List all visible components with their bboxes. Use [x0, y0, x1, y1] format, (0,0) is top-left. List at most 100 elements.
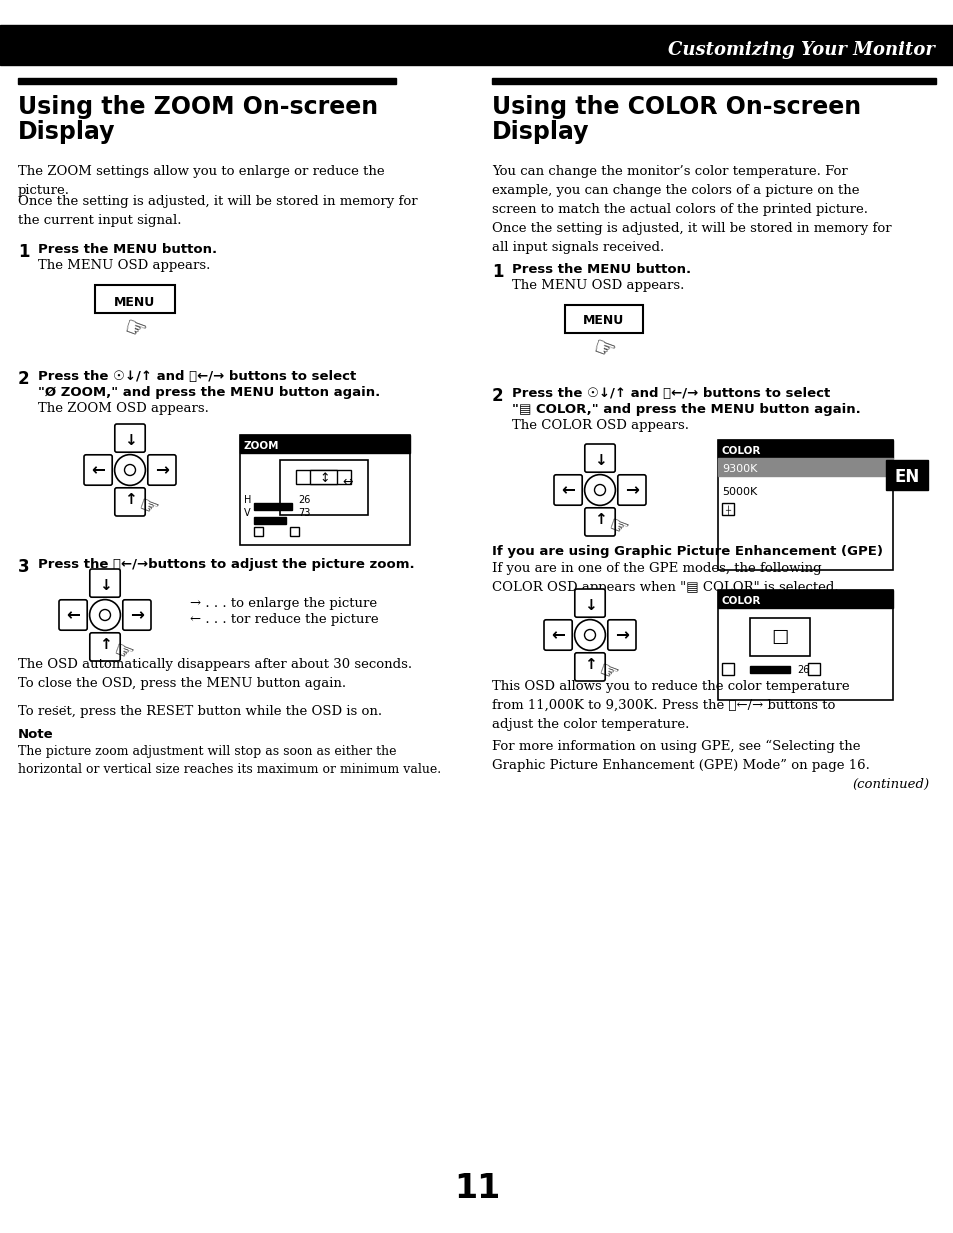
Bar: [290, 526, 298, 536]
Text: 73: 73: [297, 508, 310, 518]
Text: ZOOM: ZOOM: [244, 441, 279, 451]
Text: 2: 2: [18, 370, 30, 388]
Text: 26: 26: [796, 665, 808, 674]
FancyBboxPatch shape: [148, 455, 175, 486]
Text: →: →: [624, 481, 639, 499]
Text: 5000K: 5000K: [721, 487, 757, 497]
Bar: [253, 517, 286, 524]
Text: Press the MENU button.: Press the MENU button.: [512, 263, 690, 276]
Text: →: →: [154, 461, 169, 478]
Text: (continued): (continued): [852, 778, 929, 792]
FancyBboxPatch shape: [584, 508, 615, 536]
Text: The ZOOM OSD appears.: The ZOOM OSD appears.: [38, 402, 209, 416]
Text: ←: ←: [66, 605, 80, 624]
Text: ☞: ☞: [120, 314, 150, 345]
Text: If you are using Graphic Picture Enhancement (GPE): If you are using Graphic Picture Enhance…: [492, 545, 882, 559]
Bar: [95, 285, 174, 313]
Text: ←: ←: [91, 461, 105, 478]
FancyBboxPatch shape: [59, 599, 87, 630]
Bar: [885, 460, 927, 490]
Text: Press the ☉↓/↑ and ⓪←/→ buttons to select: Press the ☉↓/↑ and ⓪←/→ buttons to selec…: [38, 370, 355, 383]
Bar: [295, 470, 351, 485]
Text: ☞: ☞: [604, 515, 630, 540]
Bar: [280, 460, 368, 515]
Text: ↓: ↓: [124, 433, 136, 448]
Bar: [310, 470, 336, 485]
Text: . .: . .: [55, 697, 67, 710]
Text: To reset, press the RESET button while the OSD is on.: To reset, press the RESET button while t…: [18, 705, 382, 718]
Text: ↑: ↑: [593, 512, 606, 528]
FancyBboxPatch shape: [90, 633, 120, 661]
Text: ↑: ↑: [98, 637, 112, 652]
Bar: [807, 663, 820, 674]
Text: If you are in one of the GPE modes, the following
COLOR OSD appears when "▤ COLO: If you are in one of the GPE modes, the …: [492, 562, 838, 594]
Text: Using the ZOOM On-screen: Using the ZOOM On-screen: [18, 95, 377, 120]
Circle shape: [574, 620, 605, 650]
Text: 2: 2: [492, 387, 503, 404]
FancyBboxPatch shape: [543, 620, 572, 650]
Bar: [718, 440, 892, 570]
Text: For more information on using GPE, see “Selecting the
Graphic Picture Enhancemen: For more information on using GPE, see “…: [492, 740, 869, 772]
Text: ☐: ☐: [770, 629, 788, 647]
Circle shape: [125, 465, 135, 476]
Text: Press the ☉↓/↑ and ⓪←/→ buttons to select: Press the ☉↓/↑ and ⓪←/→ buttons to selec…: [512, 387, 829, 399]
Bar: [240, 435, 410, 453]
Bar: [564, 305, 642, 333]
Bar: [718, 591, 892, 608]
Bar: [718, 457, 892, 476]
Text: The OSD automatically disappears after about 30 seconds.
To close the OSD, press: The OSD automatically disappears after a…: [18, 658, 412, 690]
Text: COLOR: COLOR: [721, 596, 760, 605]
Text: ☞: ☞: [110, 640, 135, 666]
Text: ☞: ☞: [595, 660, 620, 686]
Text: Press the MENU button.: Press the MENU button.: [38, 243, 217, 256]
Text: ↔: ↔: [342, 476, 353, 488]
Text: ↑: ↑: [124, 492, 136, 507]
Text: MENU: MENU: [114, 296, 155, 308]
FancyBboxPatch shape: [84, 455, 112, 486]
FancyBboxPatch shape: [618, 475, 645, 506]
Text: 3: 3: [18, 559, 30, 576]
Text: ←: ←: [551, 626, 564, 644]
Bar: [492, 78, 935, 84]
FancyBboxPatch shape: [584, 444, 615, 472]
Text: 1: 1: [18, 243, 30, 261]
Bar: [18, 78, 395, 84]
Text: →: →: [130, 605, 144, 624]
FancyBboxPatch shape: [607, 620, 636, 650]
Text: 26: 26: [297, 494, 310, 506]
Text: ☞: ☞: [135, 494, 161, 520]
Circle shape: [114, 455, 145, 486]
Text: ↓: ↓: [593, 453, 606, 467]
Text: You can change the monitor’s color temperature. For
example, you can change the : You can change the monitor’s color tempe…: [492, 165, 891, 254]
FancyBboxPatch shape: [114, 488, 145, 515]
Text: Customizing Your Monitor: Customizing Your Monitor: [667, 41, 934, 59]
Text: 11: 11: [454, 1173, 499, 1205]
Text: ← . . . tor reduce the picture: ← . . . tor reduce the picture: [190, 613, 378, 626]
Text: Using the COLOR On-screen: Using the COLOR On-screen: [492, 95, 861, 120]
Text: ↑: ↑: [583, 657, 596, 672]
Text: "▤ COLOR," and press the MENU button again.: "▤ COLOR," and press the MENU button aga…: [512, 403, 860, 416]
Text: ↓: ↓: [98, 578, 112, 593]
Text: The picture zoom adjustment will stop as soon as either the
horizontal or vertic: The picture zoom adjustment will stop as…: [18, 745, 440, 776]
Bar: [0, 25, 953, 65]
Bar: [749, 618, 809, 656]
FancyBboxPatch shape: [123, 599, 151, 630]
Bar: [253, 526, 263, 536]
Bar: [718, 440, 892, 457]
Text: The MENU OSD appears.: The MENU OSD appears.: [512, 279, 683, 292]
Text: Display: Display: [18, 120, 115, 144]
Text: Once the setting is adjusted, it will be stored in memory for
the current input : Once the setting is adjusted, it will be…: [18, 195, 417, 227]
Text: →: →: [615, 626, 628, 644]
Text: "Ø ZOOM," and press the MENU button again.: "Ø ZOOM," and press the MENU button agai…: [38, 386, 380, 399]
Text: COLOR: COLOR: [721, 446, 760, 456]
FancyBboxPatch shape: [554, 475, 581, 506]
Text: The COLOR OSD appears.: The COLOR OSD appears.: [512, 419, 688, 432]
Text: ☞: ☞: [589, 335, 618, 365]
Circle shape: [90, 599, 120, 630]
Text: H: H: [244, 494, 251, 506]
Text: Note: Note: [18, 727, 53, 741]
Circle shape: [594, 485, 605, 496]
Text: ┼: ┼: [724, 506, 730, 514]
Text: 1: 1: [492, 263, 503, 281]
Circle shape: [584, 630, 595, 640]
